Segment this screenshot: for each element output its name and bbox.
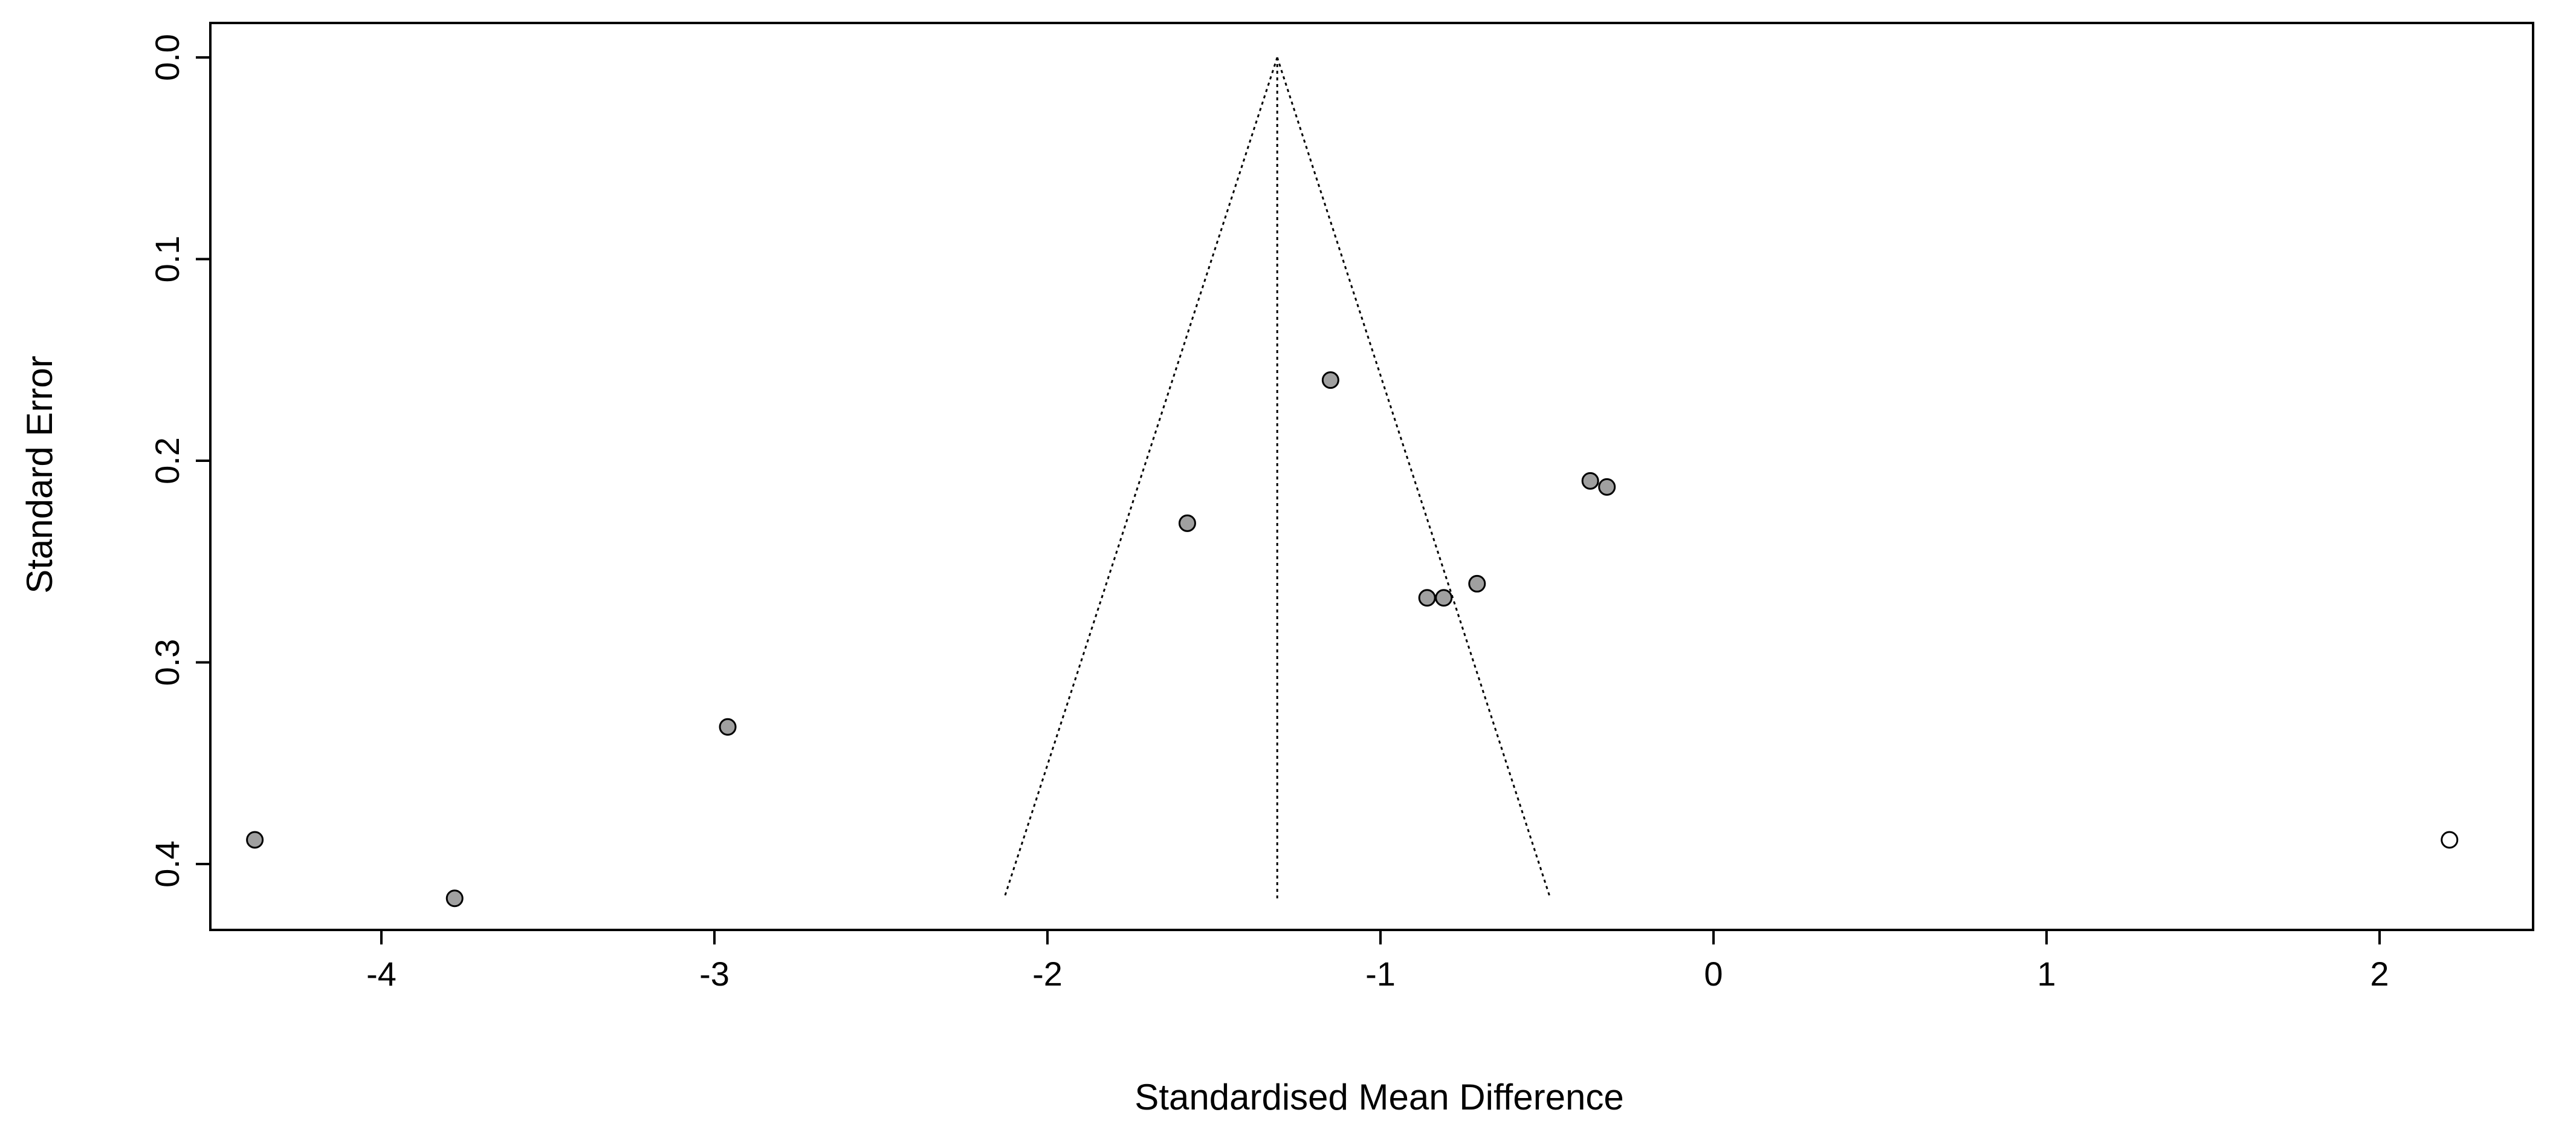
y-tick-label-4: 0.4: [148, 840, 186, 888]
x-axis: -4 -3 -2 -1 0 1 2: [366, 930, 2389, 993]
funnel-left-line: [1003, 57, 1278, 899]
x-tick-label-4: 0: [1704, 955, 1723, 993]
data-point-3: [719, 718, 737, 736]
data-point-6: [1418, 589, 1436, 607]
plot-frame: [209, 22, 2534, 931]
data-point-2: [445, 889, 464, 908]
y-tick-label-3: 0.3: [148, 639, 186, 686]
data-point-1: [246, 831, 264, 849]
data-point-7: [1435, 589, 1453, 607]
x-tick-label-3: -1: [1365, 955, 1396, 993]
data-point-9: [1581, 472, 1599, 490]
funnel-right-line: [1276, 57, 1552, 899]
y-axis: 0.0 0.1 0.2 0.3 0.4: [148, 34, 210, 888]
y-tick-label-2: 0.2: [148, 437, 186, 484]
y-tick-label-1: 0.1: [148, 236, 186, 283]
x-tick-label-2: -2: [1032, 955, 1063, 993]
data-point-4: [1178, 514, 1196, 532]
data-point-5: [1321, 371, 1339, 389]
x-tick-label-0: -4: [366, 955, 396, 993]
y-axis-title: Standard Error: [19, 356, 60, 594]
x-axis-title: Standardised Mean Difference: [1134, 1077, 1623, 1117]
funnel-lines: [1003, 57, 1552, 899]
data-point-10: [1598, 478, 1616, 496]
x-tick-label-6: 2: [2370, 955, 2389, 993]
x-tick-label-5: 1: [2037, 955, 2056, 993]
y-tick-label-0: 0.0: [148, 34, 186, 81]
study-points: [246, 371, 2459, 908]
data-point-8: [1468, 574, 1486, 593]
data-point-11: [2441, 831, 2459, 849]
x-tick-label-1: -3: [699, 955, 730, 993]
